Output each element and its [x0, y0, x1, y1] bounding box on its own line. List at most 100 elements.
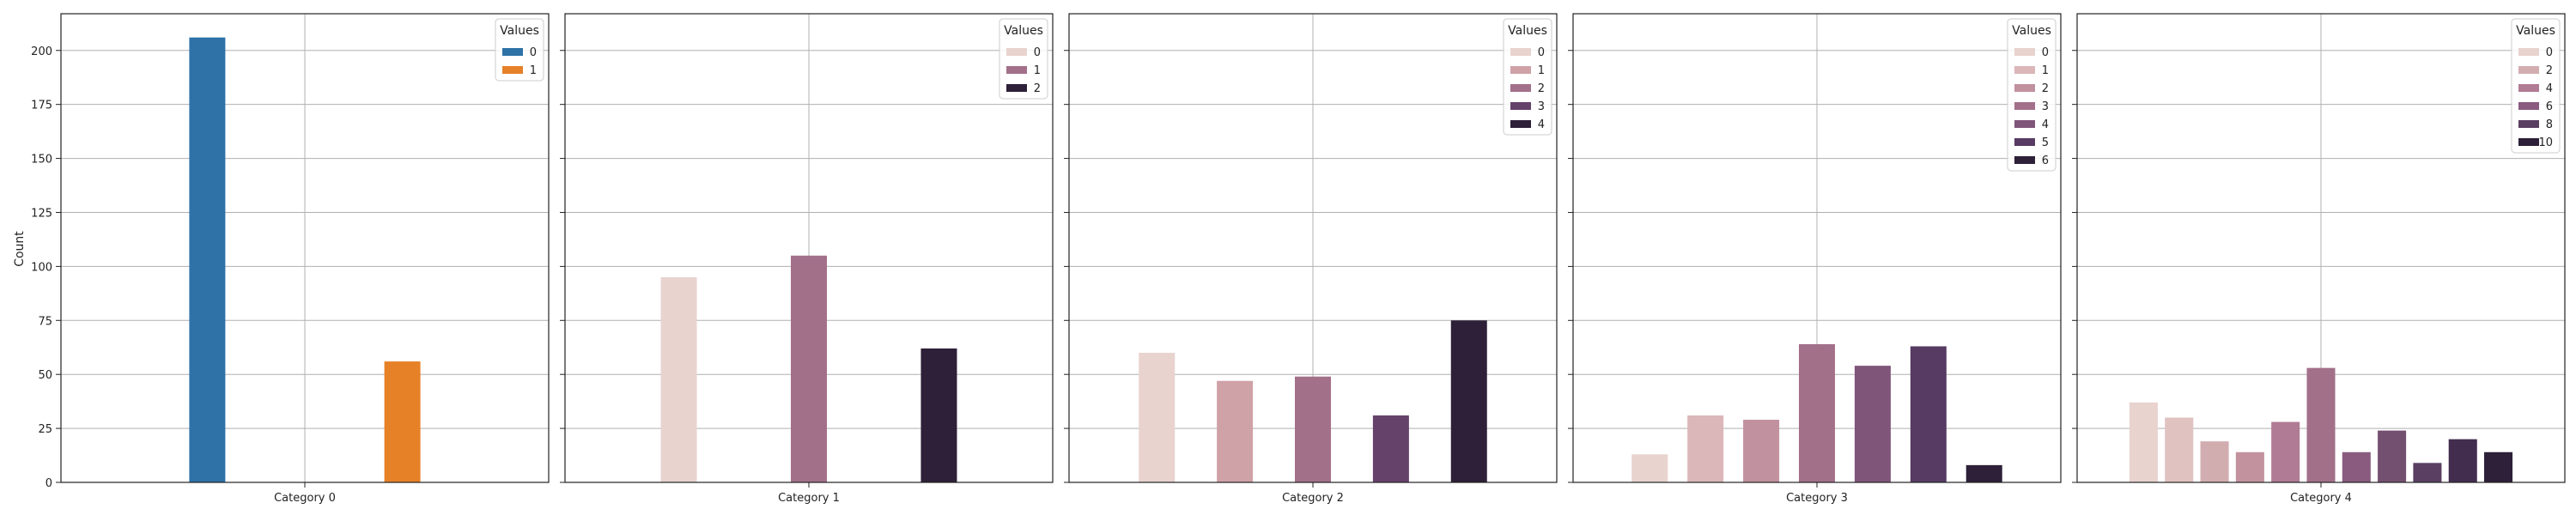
- bar-category-4-value-8: [2413, 463, 2442, 482]
- bar-category-3-value-1: [1687, 415, 1724, 482]
- legend-entry-label: 2: [2042, 82, 2049, 95]
- legend-entry-label: 2: [1538, 82, 1545, 95]
- panel-1: Category 1 Values 0 1 2: [560, 13, 1054, 505]
- legend-swatch: [2518, 66, 2539, 74]
- y-tick-label: 50: [38, 369, 52, 382]
- legend-swatch: [1510, 66, 1531, 74]
- legend-swatch: [1006, 84, 1027, 92]
- bar-category-4-value-0: [2129, 402, 2158, 482]
- legend-entry-label: 10: [2538, 136, 2553, 149]
- bar-category-2-value-1: [1217, 380, 1254, 482]
- bar-category-4-value-5: [2306, 367, 2336, 482]
- legend-swatch: [2014, 84, 2035, 92]
- legend-entry-label: 5: [2042, 136, 2049, 149]
- legend-swatch: [2014, 48, 2035, 56]
- legend-entry-label: 1: [1034, 64, 1041, 77]
- bar-category-4-value-6: [2342, 451, 2371, 482]
- legend-title: Values: [2012, 24, 2051, 38]
- legend-entry-label: 1: [1538, 64, 1545, 77]
- bar-category-3-value-6: [1965, 464, 2002, 482]
- legend-box: [999, 18, 1048, 100]
- panel-4: Category 4 Values 0 2 4 6 8 10: [2072, 13, 2566, 505]
- bar-category-3-value-2: [1743, 420, 1780, 482]
- legend-swatch: [1510, 48, 1531, 56]
- y-tick-label: 100: [31, 261, 52, 274]
- legend-title: Values: [1508, 24, 1547, 38]
- y-tick-label: 200: [31, 45, 52, 58]
- bar-category-4-value-3: [2235, 451, 2264, 482]
- y-tick-label: 175: [31, 100, 52, 112]
- legend-title: Values: [500, 24, 539, 38]
- bar-category-2-value-0: [1139, 353, 1176, 482]
- y-tick-label: 0: [46, 477, 52, 490]
- bar-category-4-value-7: [2378, 430, 2407, 482]
- legend-swatch: [2518, 120, 2539, 128]
- legend-entry-label: 4: [1538, 118, 1545, 131]
- legend-swatch: [1510, 84, 1531, 92]
- panel-0: 0 25 50 75 100 125 150 175 200 Category 0 Values 0 1: [31, 13, 550, 505]
- legend-swatch: [2014, 120, 2035, 128]
- legend-entry-label: 1: [530, 64, 537, 77]
- bar-category-4-value-9: [2448, 439, 2477, 482]
- bar-category-3-value-5: [1910, 346, 1947, 482]
- bar-category-1-value-0: [660, 276, 697, 482]
- legend-swatch: [2518, 102, 2539, 110]
- x-tick-label: Category 0: [274, 492, 336, 505]
- legend-swatch: [2518, 48, 2539, 56]
- x-tick-label: Category 2: [1282, 492, 1344, 505]
- legend: Values 0 2 4 6 8 10: [2511, 18, 2561, 154]
- panel-3: Category 3 Values 0 1 2 3 4 5 6: [1568, 13, 2062, 505]
- legend-entry-label: 6: [2042, 154, 2049, 167]
- y-tick-label: 125: [31, 207, 52, 220]
- legend-entry-label: 1: [2042, 64, 2049, 77]
- legend: Values 0 1 2 3 4: [1503, 18, 1552, 136]
- bar-category-3-value-3: [1799, 343, 1835, 482]
- bar-category-4-value-1: [2165, 417, 2194, 482]
- legend-entry-label: 0: [2546, 46, 2553, 59]
- bar-category-4-value-4: [2271, 421, 2300, 482]
- legend-swatch: [2518, 138, 2539, 146]
- legend-entry-label: 6: [2546, 100, 2553, 113]
- legend-swatch: [1510, 102, 1531, 110]
- legend-swatch: [2014, 102, 2035, 110]
- bar-category-0-value-0: [189, 37, 226, 482]
- bar-category-2-value-4: [1450, 320, 1487, 482]
- legend-swatch: [2014, 66, 2035, 74]
- bar-category-1-value-2: [920, 348, 957, 482]
- bar-category-2-value-3: [1372, 415, 1409, 482]
- legend-swatch: [1006, 66, 1027, 74]
- bar-category-0-value-1: [384, 361, 421, 482]
- legend-swatch: [2518, 84, 2539, 92]
- legend-entry-label: 8: [2546, 118, 2553, 131]
- x-tick-label: Category 1: [778, 492, 840, 505]
- legend-swatch: [502, 66, 523, 74]
- legend-entry-label: 2: [1034, 82, 1041, 95]
- x-tick-label: Category 3: [1786, 492, 1848, 505]
- legend-title: Values: [1004, 24, 1043, 38]
- legend-title: Values: [2516, 24, 2555, 38]
- legend-entry-label: 4: [2546, 82, 2553, 95]
- legend-swatch: [2014, 138, 2035, 146]
- bar-category-3-value-4: [1854, 366, 1891, 482]
- legend-entry-label: 4: [2042, 118, 2049, 131]
- legend-swatch: [1510, 120, 1531, 128]
- legend-entry-label: 0: [1538, 46, 1545, 59]
- legend-swatch: [1006, 48, 1027, 56]
- legend-entry-label: 2: [2546, 64, 2553, 77]
- legend: Values 0 1 2 3 4 5 6: [2007, 18, 2057, 172]
- bar-category-3-value-0: [1631, 454, 1668, 482]
- y-tick-label: 150: [31, 154, 52, 167]
- y-tick-label: 25: [38, 423, 52, 436]
- legend-entry-label: 0: [530, 46, 537, 59]
- x-tick-label: Category 4: [2290, 492, 2352, 505]
- legend-entry-label: 3: [1538, 100, 1545, 113]
- bar-category-1-value-1: [791, 255, 827, 482]
- legend-entry-label: 3: [2042, 100, 2049, 113]
- legend-swatch: [2014, 156, 2035, 164]
- panel-2: Category 2 Values 0 1 2 3 4: [1064, 13, 1558, 505]
- y-axis-label: Count: [13, 231, 27, 267]
- y-tick-label: 75: [38, 315, 52, 328]
- bar-category-4-value-10: [2484, 451, 2513, 482]
- legend-swatch: [502, 48, 523, 56]
